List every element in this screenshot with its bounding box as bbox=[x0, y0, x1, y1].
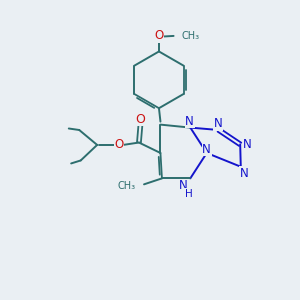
Text: N: N bbox=[179, 179, 188, 192]
Text: O: O bbox=[136, 113, 146, 126]
Text: CH₃: CH₃ bbox=[182, 31, 200, 41]
Text: N: N bbox=[239, 167, 248, 180]
Text: O: O bbox=[114, 138, 124, 152]
Text: N: N bbox=[243, 138, 252, 151]
Text: N: N bbox=[185, 115, 194, 128]
Text: CH₃: CH₃ bbox=[118, 181, 136, 191]
Text: N: N bbox=[202, 143, 211, 156]
Text: N: N bbox=[214, 117, 223, 130]
Text: O: O bbox=[154, 29, 164, 42]
Text: H: H bbox=[185, 189, 193, 199]
